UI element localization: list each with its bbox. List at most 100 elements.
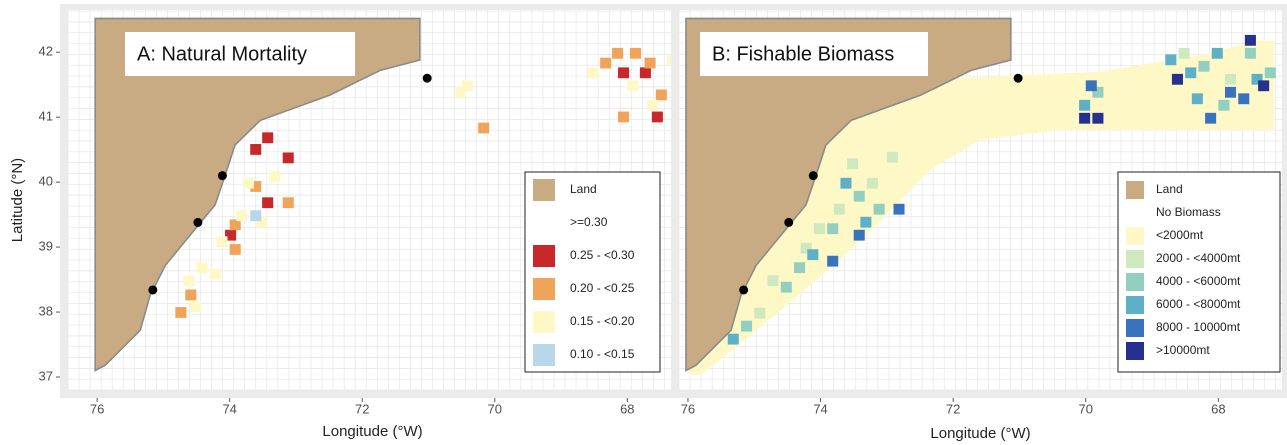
- legend-label: >=0.30: [570, 215, 608, 229]
- grid-cell: [175, 307, 187, 318]
- legend-swatch: [533, 179, 555, 201]
- y-tick-label: 40: [39, 174, 53, 189]
- grid-cell: [655, 89, 667, 101]
- grid-cell: [1171, 73, 1183, 85]
- grid-cell: [216, 236, 228, 248]
- port-marker: [148, 285, 158, 295]
- grid-cell: [1224, 73, 1237, 85]
- grid-cell: [794, 262, 806, 274]
- y-tick-label: 42: [39, 44, 53, 59]
- port-marker: [784, 217, 794, 227]
- legend-swatch: [533, 245, 555, 267]
- grid-cell: [1191, 93, 1203, 105]
- grid-cell: [840, 177, 852, 189]
- legend-box: [1117, 171, 1281, 373]
- grid-cell: [1205, 112, 1217, 124]
- grid-cell: [1264, 67, 1276, 79]
- grid-cell: [1092, 112, 1104, 124]
- legend-label: Land: [570, 182, 597, 196]
- legend-swatch: [533, 311, 555, 333]
- legend-swatch: [1126, 319, 1144, 337]
- grid-cell: [740, 320, 753, 332]
- map-panel: 76 74 72 70 68 Longitude (°W) B: Fishable Biom…: [671, 4, 1287, 442]
- grid-cell: [1178, 47, 1190, 59]
- legend-swatch: [1126, 181, 1144, 199]
- grid-cell: [250, 144, 262, 155]
- grid-cell: [1085, 80, 1097, 92]
- grid-cell: [242, 177, 254, 189]
- grid-cell: [639, 67, 651, 79]
- legend-swatch: [1126, 296, 1144, 314]
- grid-cell: [807, 249, 819, 261]
- port-marker: [193, 217, 203, 227]
- grid-cell: [189, 301, 201, 313]
- grid-cell: [209, 268, 221, 280]
- x-tick-label: 68: [620, 401, 634, 416]
- grid-cell: [225, 229, 237, 241]
- legend-swatch: [1126, 342, 1144, 360]
- legend-box: [524, 171, 661, 373]
- legend-label: 6000 - <8000mt: [1156, 297, 1241, 311]
- y-axis-label: Latitude (°N): [9, 158, 26, 242]
- port-marker: [1013, 73, 1023, 83]
- x-tick-label: 74: [813, 401, 827, 416]
- grid-cell: [229, 219, 241, 231]
- x-axis-label: Longitude (°W): [322, 423, 422, 440]
- panel-title: B: Fishable Biomass: [712, 43, 894, 65]
- grid-cell: [600, 57, 612, 69]
- grid-cell: [853, 190, 865, 202]
- land: [685, 17, 1012, 372]
- y-tick-label: 37: [39, 368, 53, 383]
- x-tick-label: 76: [90, 401, 104, 416]
- grid-cell: [229, 244, 241, 255]
- grid-cell: [647, 99, 659, 111]
- y-tick-label: 38: [39, 303, 53, 318]
- grid-cell: [282, 152, 294, 164]
- grid-cell: [612, 47, 624, 59]
- grid-cell: [1185, 67, 1197, 79]
- grid-cell: [754, 307, 766, 319]
- grid-cell: [813, 223, 825, 235]
- x-tick-label: 70: [1079, 401, 1093, 416]
- grid-cell: [282, 197, 294, 209]
- grid-cell: [893, 203, 905, 215]
- grid-cell: [767, 275, 779, 287]
- grid-cell: [651, 111, 663, 123]
- grid-cell: [1244, 34, 1256, 46]
- grid-cell: [250, 181, 262, 192]
- grid-cell: [1092, 86, 1104, 98]
- grid-cell: [847, 158, 859, 170]
- grid-cell: [1238, 93, 1250, 105]
- grid-cell: [236, 210, 248, 222]
- grid-cell: [1165, 54, 1177, 66]
- grid-cell: [627, 80, 639, 92]
- grid-cell: [833, 203, 845, 215]
- legend-label: 2000 - <4000mt: [1156, 251, 1241, 265]
- port-marker: [217, 171, 227, 181]
- port-marker: [422, 73, 432, 83]
- grid-cell: [185, 289, 197, 301]
- legend-swatch: [1126, 227, 1144, 245]
- map-panel: 76 74 72 70 68 37 38 39 40 41 42 Longitude (°W) A: N…: [39, 4, 685, 440]
- legend-swatch: [1126, 204, 1144, 222]
- grid-cell: [727, 333, 739, 345]
- panel-title-box: [125, 32, 355, 76]
- x-tick-label: 70: [488, 401, 502, 416]
- port-marker: [739, 285, 749, 295]
- grid-cell: [262, 197, 274, 209]
- legend-label: 8000 - 10000mt: [1156, 320, 1241, 334]
- grid-cell: [587, 67, 599, 79]
- grid-cell: [873, 203, 885, 215]
- x-tick-label: 76: [681, 401, 695, 416]
- y-tick-label: 41: [39, 109, 53, 124]
- grid-cell: [250, 210, 262, 222]
- grid-cell: [1218, 99, 1230, 111]
- legend-label: <2000mt: [1156, 228, 1204, 242]
- x-tick-label: 72: [355, 401, 369, 416]
- legend-swatch: [1126, 273, 1144, 291]
- panel-title: A: Natural Mortality: [137, 43, 307, 65]
- x-tick-label: 68: [1211, 401, 1225, 416]
- legend-label: 0.25 - <0.30: [570, 248, 635, 262]
- x-tick-label: 72: [946, 401, 960, 416]
- grid-cell: [827, 255, 839, 267]
